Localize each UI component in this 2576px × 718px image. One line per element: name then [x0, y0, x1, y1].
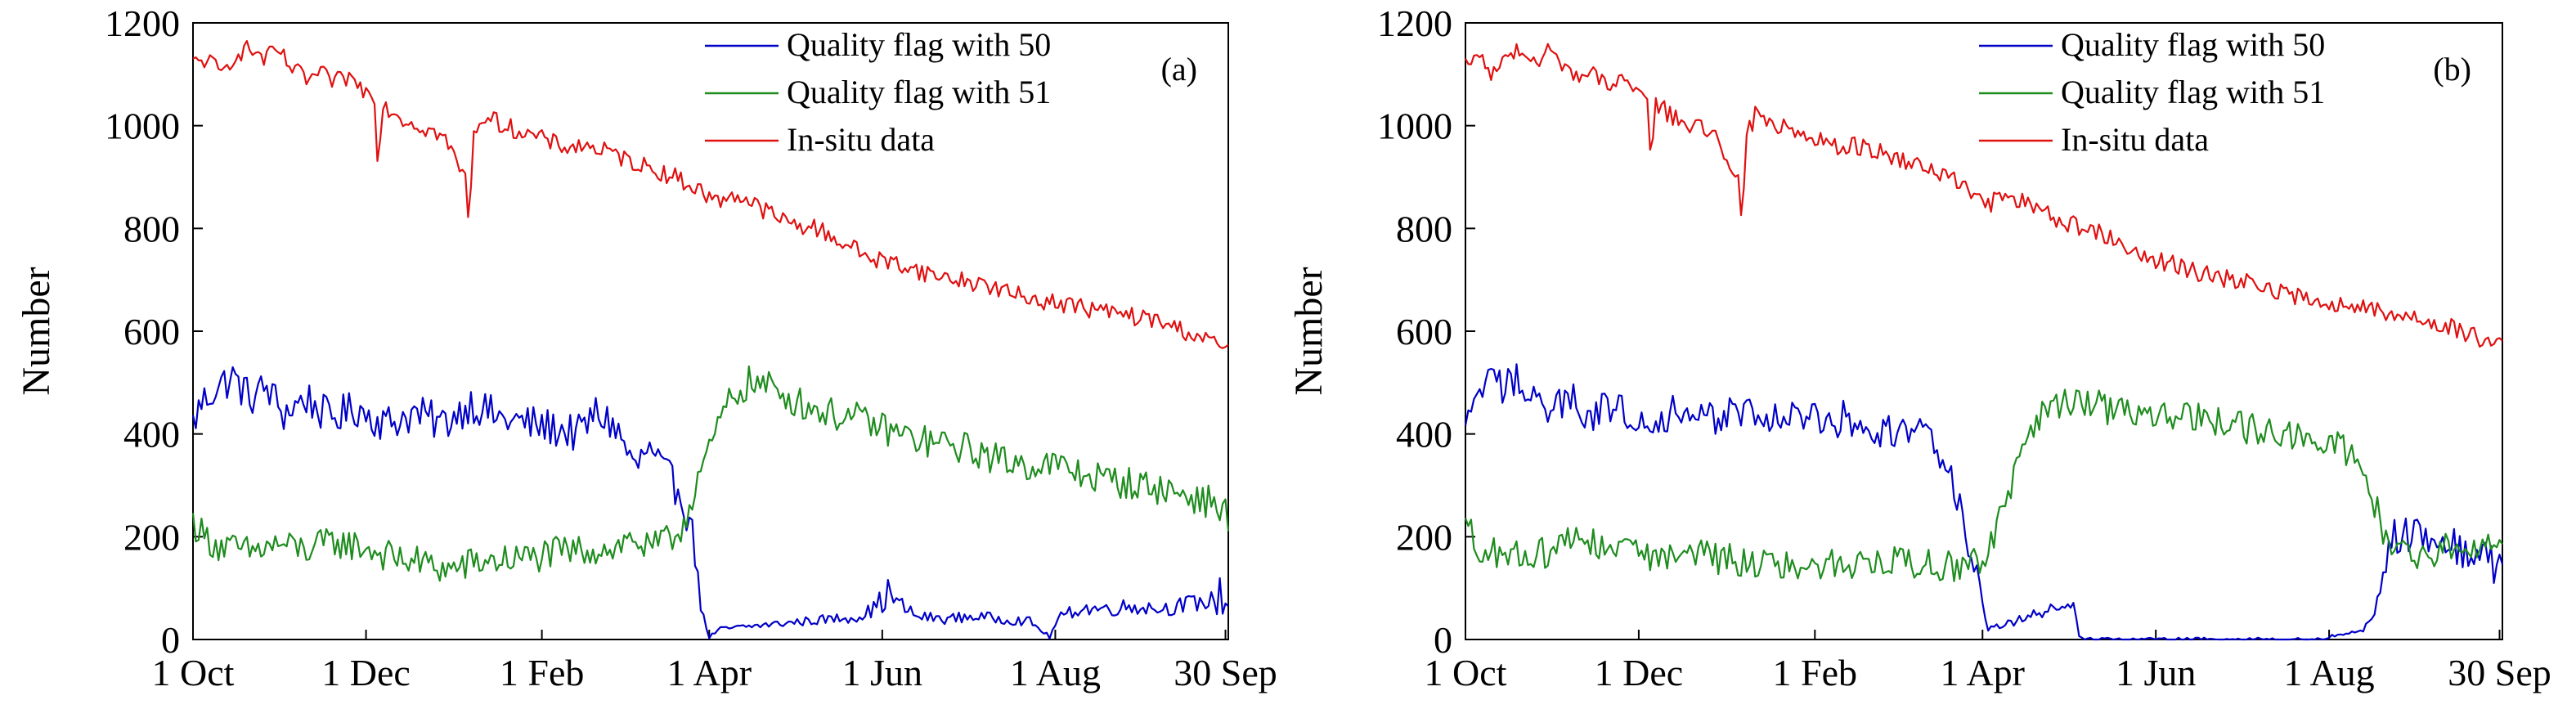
panel-label: (a) — [1161, 51, 1197, 88]
y-tick-label: 600 — [1396, 311, 1452, 352]
y-tick-label: 0 — [161, 619, 180, 661]
x-tick-label: 1 Dec — [1595, 652, 1684, 693]
x-tick-label: 30 Sep — [2448, 652, 2551, 693]
legend-label: Quality flag with 50 — [2061, 26, 2325, 63]
x-tick-label: 1 Feb — [1773, 652, 1858, 693]
x-tick-label: 1 Aug — [2283, 652, 2374, 693]
y-tick-label: 0 — [1434, 619, 1452, 661]
x-tick-label: 1 Jun — [2116, 652, 2196, 693]
y-tick-label: 400 — [1396, 414, 1452, 455]
x-tick-label: 1 Apr — [667, 652, 752, 693]
x-tick-label: 1 Jun — [842, 652, 922, 693]
y-tick-label: 1200 — [105, 2, 180, 44]
y-tick-label: 600 — [123, 311, 180, 352]
y-axis-title: Number — [15, 267, 58, 395]
series-line-1 — [1464, 363, 2504, 641]
y-tick-label: 400 — [123, 414, 180, 455]
plot-frame — [1465, 22, 2503, 640]
x-tick-label: 1 Dec — [321, 652, 411, 693]
series-line-2 — [1464, 388, 2503, 582]
x-tick-label: 1 Feb — [500, 652, 585, 693]
legend-label: In-situ data — [787, 121, 935, 158]
chart-panel-2: 0 200 400 600 800 1000 1200 1 Oct 1 Dec 1 Feb 1 Ap… — [1287, 2, 2551, 693]
y-tick-label: 200 — [1396, 516, 1452, 558]
y-axis-title: Number — [1287, 267, 1331, 395]
x-tick-label: 1 Apr — [1941, 652, 2026, 693]
legend-label: Quality flag with 51 — [787, 74, 1051, 110]
legend-label: Quality flag with 51 — [2061, 74, 2325, 110]
x-tick-label: 1 Aug — [1010, 652, 1101, 693]
y-tick-label: 200 — [123, 516, 180, 558]
series-line-3 — [192, 39, 1229, 349]
x-tick-label: 1 Oct — [1425, 652, 1507, 693]
y-tick-label: 800 — [123, 208, 180, 249]
y-tick-label: 1000 — [1377, 105, 1452, 147]
chart-panel-1: 0 200 400 600 800 1000 1200 1 Oct 1 Dec 1 Feb 1 Ap… — [15, 2, 1277, 693]
y-tick-label: 1000 — [105, 105, 180, 147]
y-tick-label: 800 — [1396, 208, 1452, 249]
series-line-1 — [191, 366, 1229, 640]
series-line-2 — [191, 365, 1230, 582]
x-tick-label: 1 Oct — [152, 652, 235, 693]
series-line-3 — [1465, 43, 2503, 348]
legend-label: Quality flag with 50 — [787, 26, 1051, 63]
plot-frame — [192, 22, 1229, 640]
legend-label: In-situ data — [2061, 121, 2209, 158]
y-tick-label: 1200 — [1377, 2, 1452, 44]
x-tick-label: 30 Sep — [1174, 652, 1277, 693]
panel-label: (b) — [2433, 51, 2471, 88]
